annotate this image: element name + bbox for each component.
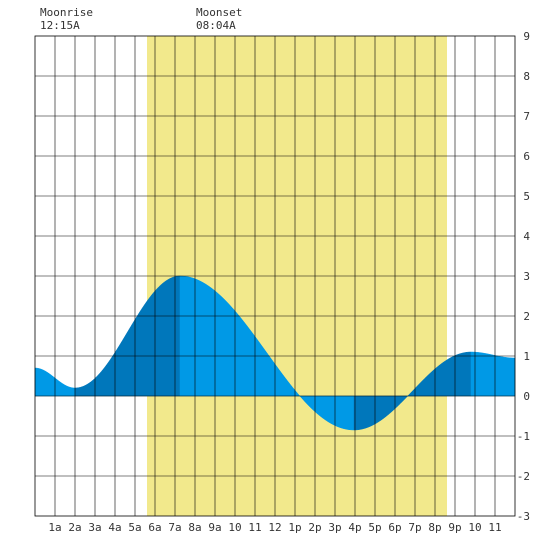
y-tick-label: 2 <box>523 310 530 323</box>
x-tick-label: 11 <box>488 521 501 534</box>
x-axis-labels: 1a 2a 3a 4a 5a 6a 7a 8a 9a 10 11 12 1p 2p 3p 4p 5p 6p 7p 8p… <box>48 521 501 534</box>
y-axis-labels: -3 -2 -1 0 1 2 3 4 5 6 7 8 9 <box>517 30 531 523</box>
y-tick-label: 1 <box>523 350 530 363</box>
x-tick-label: 12 <box>268 521 281 534</box>
y-tick-label: 7 <box>523 110 530 123</box>
y-tick-label: 6 <box>523 150 530 163</box>
tide-falling-segment <box>470 351 516 397</box>
y-tick-label: -1 <box>517 430 530 443</box>
tide-falling-segment <box>179 275 355 431</box>
y-tick-label: 9 <box>523 30 530 43</box>
x-tick-label: 5a <box>128 521 141 534</box>
y-tick-label: -2 <box>517 470 530 483</box>
x-tick-label: 5p <box>368 521 381 534</box>
plot-frame <box>34 35 516 517</box>
moonrise-label: Moonrise 12:15A <box>40 6 93 32</box>
tide-area <box>34 275 516 431</box>
x-tick-label: 1a <box>48 521 61 534</box>
tide-rising-segment <box>74 275 181 397</box>
x-tick-label: 6p <box>388 521 401 534</box>
x-tick-label: 7a <box>168 521 181 534</box>
grid <box>34 35 516 517</box>
y-tick-label: 4 <box>523 230 530 243</box>
x-tick-label: 4p <box>348 521 361 534</box>
x-tick-label: 2a <box>68 521 81 534</box>
x-tick-label: 4a <box>108 521 121 534</box>
x-tick-label: 8a <box>188 521 201 534</box>
y-tick-label: 3 <box>523 270 530 283</box>
y-tick-label: 0 <box>523 390 530 403</box>
x-tick-label: 10 <box>228 521 241 534</box>
moonset-title: Moonset <box>196 6 243 19</box>
y-tick-label: 8 <box>523 70 530 83</box>
moonset-time: 08:04A <box>196 19 236 32</box>
moonrise-time: 12:15A <box>40 19 80 32</box>
x-tick-label: 9a <box>208 521 221 534</box>
x-tick-label: 8p <box>428 521 441 534</box>
y-tick-label: -3 <box>517 510 530 523</box>
moonset-label: Moonset 08:04A <box>196 6 242 32</box>
moonrise-title: Moonrise <box>40 6 93 19</box>
y-tick-label: 5 <box>523 190 530 203</box>
x-tick-label: 7p <box>408 521 421 534</box>
x-tick-label: 3a <box>88 521 101 534</box>
x-tick-label: 6a <box>148 521 161 534</box>
x-tick-label: 2p <box>308 521 321 534</box>
x-tick-label: 1p <box>288 521 301 534</box>
x-tick-label: 9p <box>448 521 461 534</box>
x-tick-label: 10 <box>468 521 481 534</box>
x-tick-label: 11 <box>248 521 261 534</box>
x-tick-label: 3p <box>328 521 341 534</box>
